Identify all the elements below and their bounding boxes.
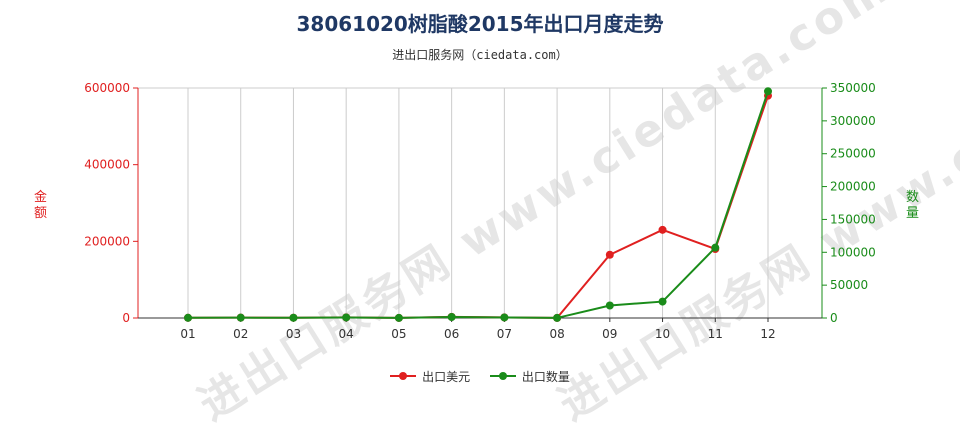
- y-right-tick-label: 100000: [830, 245, 876, 259]
- x-tick-label: 03: [286, 327, 301, 341]
- data-point-export-qty: [289, 313, 298, 322]
- data-point-export-qty: [184, 313, 192, 322]
- y-left-tick-label: 600000: [84, 81, 130, 95]
- y-left-tick-label: 0: [122, 311, 130, 325]
- x-tick-label: 09: [602, 327, 617, 341]
- data-point-export-qty: [394, 313, 403, 322]
- x-tick-label: 11: [708, 327, 723, 341]
- x-tick-label: 02: [233, 327, 248, 341]
- legend-swatch-red: [390, 372, 417, 380]
- x-tick-label: 06: [444, 327, 459, 341]
- data-point-export-qty: [342, 313, 351, 322]
- data-point-export-usd: [605, 250, 614, 259]
- legend-label: 出口数量: [521, 369, 570, 384]
- x-tick-label: 01: [180, 327, 195, 341]
- legend-item-export-usd[interactable]: 出口美元: [390, 368, 470, 385]
- y-right-tick-label: 250000: [830, 147, 876, 161]
- chart-title: 38061020树脂酸2015年出口月度走势: [296, 12, 664, 36]
- y-right-tick-label: 50000: [830, 278, 868, 292]
- y-left-axis-title: 金额: [34, 190, 48, 221]
- legend-label: 出口美元: [422, 369, 471, 384]
- data-point-export-qty: [764, 87, 772, 96]
- y-right-tick-label: 150000: [830, 212, 876, 226]
- x-tick-label: 12: [760, 327, 775, 341]
- x-tick-label: 10: [655, 327, 670, 341]
- x-tick-label: 07: [497, 327, 512, 341]
- data-point-export-qty: [711, 243, 720, 252]
- series-line-export-qty: [187, 90, 769, 319]
- y-left-tick-label: 400000: [84, 158, 130, 172]
- data-point-export-qty: [447, 313, 456, 322]
- series-line-export-usd: [187, 95, 769, 319]
- y-left-tick-label: 200000: [84, 234, 130, 248]
- data-point-export-qty: [658, 297, 667, 306]
- x-tick-label: 08: [549, 327, 564, 341]
- y-right-tick-label: 300000: [830, 114, 876, 128]
- data-point-export-usd: [658, 225, 667, 234]
- data-point-export-qty: [553, 313, 562, 322]
- y-right-axis-title: 数量: [906, 190, 920, 221]
- chart-subtitle: 进出口服务网（ciedata.com）: [392, 48, 568, 62]
- data-point-export-qty: [500, 313, 509, 322]
- legend-swatch-green: [489, 372, 516, 380]
- y-right-tick-label: 350000: [830, 81, 876, 95]
- legend: 出口美元 出口数量: [0, 366, 960, 385]
- data-point-export-qty: [605, 301, 614, 310]
- legend-item-export-qty[interactable]: 出口数量: [489, 368, 570, 385]
- data-point-export-qty: [236, 313, 245, 322]
- line-chart: 0 200000 400000 600000 0 50000 100000 150000 200…: [84, 81, 876, 341]
- y-right-tick-label: 0: [830, 311, 838, 325]
- y-right-tick-label: 200000: [830, 180, 876, 194]
- x-tick-label: 05: [391, 327, 406, 341]
- x-tick-label: 04: [339, 327, 354, 341]
